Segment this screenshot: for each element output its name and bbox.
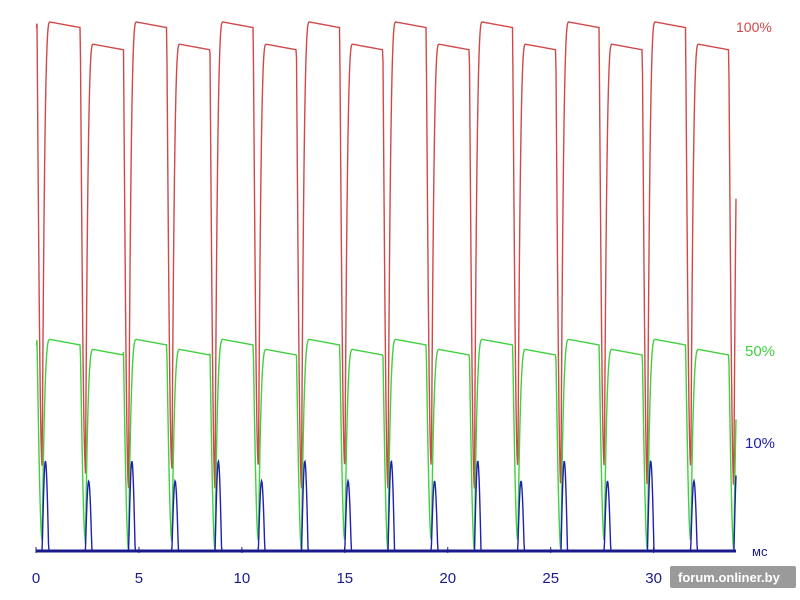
x-tick-label-25: 25 — [542, 570, 559, 587]
x-tick-label-30: 30 — [645, 570, 662, 587]
x-tick-label-10: 10 — [234, 570, 251, 587]
series-line-100-percent — [35, 21, 737, 489]
series-layer — [35, 21, 737, 552]
x-axis-unit: мс — [752, 544, 768, 559]
watermark-text: forum.onliner.by — [678, 570, 781, 585]
series-label-10: 10% — [745, 435, 775, 452]
x-tick-layer: 0 5 10 15 20 25 30 — [32, 547, 662, 587]
series-line-50-percent — [35, 338, 737, 551]
watermark-background — [670, 566, 796, 588]
x-tick-label-0: 0 — [32, 570, 40, 587]
watermark: forum.onliner.by — [670, 566, 796, 588]
x-tick-label-15: 15 — [336, 570, 353, 587]
x-tick-label-20: 20 — [439, 570, 456, 587]
x-tick-label-5: 5 — [135, 570, 143, 587]
series-label-50: 50% — [745, 343, 775, 360]
series-label-100: 100% — [736, 19, 772, 35]
